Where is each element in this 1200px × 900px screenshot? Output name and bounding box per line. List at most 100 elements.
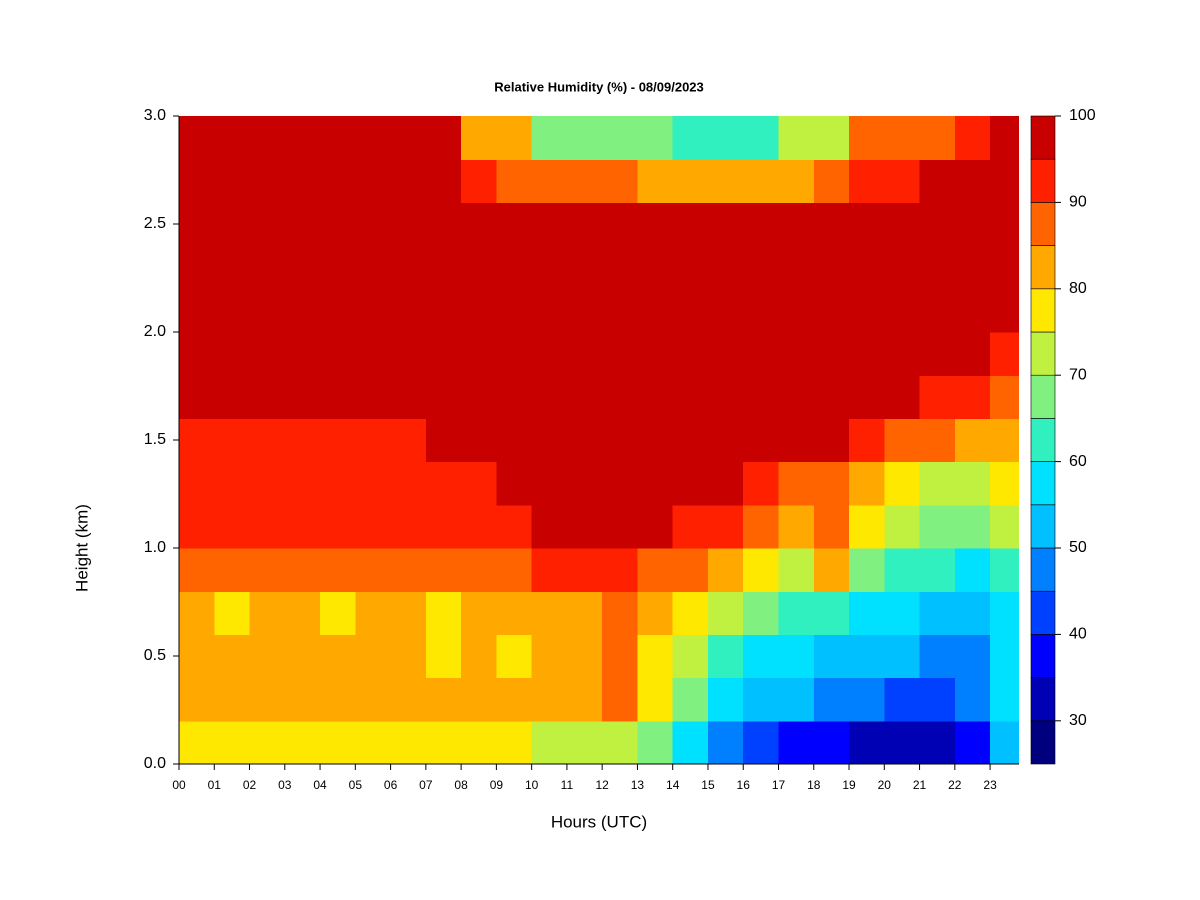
heatmap-cell — [919, 677, 956, 722]
heatmap-cell — [602, 504, 639, 549]
heatmap-cell — [990, 159, 1019, 203]
colorbar-tick-label: 90 — [1069, 194, 1087, 211]
heatmap-cell — [425, 418, 462, 463]
heatmap-cell — [179, 461, 215, 506]
x-tick-label: 01 — [208, 778, 222, 792]
heatmap-cell — [778, 591, 815, 635]
heatmap-cell — [707, 375, 744, 419]
heatmap-cell — [461, 245, 497, 290]
heatmap-cell — [249, 591, 286, 635]
heatmap-cell — [531, 245, 568, 290]
heatmap-cell — [461, 332, 497, 376]
heatmap-cell — [672, 332, 709, 376]
y-tick-label: 2.0 — [144, 323, 166, 340]
heatmap-cell — [990, 504, 1019, 549]
heatmap-cell — [743, 288, 780, 333]
colorbar-tick-label: 100 — [1069, 107, 1096, 124]
heatmap-cell — [990, 288, 1019, 333]
x-tick-label: 11 — [561, 778, 574, 792]
heatmap-cell — [919, 332, 956, 376]
colorbar-band — [1030, 245, 1056, 290]
heatmap-cell — [355, 418, 392, 463]
heatmap-cell — [637, 332, 674, 376]
heatmap-cell — [849, 634, 885, 679]
heatmap-cell — [672, 375, 709, 419]
heatmap-cell — [461, 461, 497, 506]
heatmap-cell — [637, 159, 674, 203]
heatmap-cell — [778, 288, 815, 333]
heatmap-cell — [707, 548, 744, 592]
heatmap-cell — [990, 591, 1019, 635]
colorbar-band — [1030, 202, 1056, 246]
heatmap-cell — [284, 116, 321, 160]
colorbar-band — [1030, 677, 1056, 722]
heatmap-cell — [249, 116, 286, 160]
heatmap-cell — [531, 504, 568, 549]
heatmap-cell — [214, 591, 251, 635]
colorbar-band — [1030, 331, 1056, 376]
heatmap-cell — [954, 375, 991, 419]
heatmap-cell — [566, 418, 603, 463]
heatmap-cell — [531, 159, 568, 203]
heatmap-cell — [214, 418, 251, 463]
heatmap-cell — [249, 332, 286, 376]
colorbar-band — [1030, 720, 1056, 765]
colorbar-band — [1030, 418, 1056, 462]
heatmap-cell — [461, 548, 497, 592]
heatmap-cell — [954, 159, 991, 203]
heatmap-cell — [884, 332, 921, 376]
heatmap-cell — [990, 375, 1019, 419]
heatmap-cell — [531, 418, 568, 463]
heatmap-cell — [813, 720, 850, 764]
colorbar-band — [1030, 504, 1056, 549]
x-tick-label: 02 — [243, 778, 257, 792]
x-tick-label: 21 — [913, 778, 927, 792]
heatmap-cell — [919, 245, 956, 290]
heatmap-cell — [954, 720, 991, 764]
heatmap-cell — [496, 591, 533, 635]
heatmap-cell — [355, 720, 392, 764]
heatmap-cell — [672, 461, 709, 506]
heatmap-cell — [672, 720, 709, 764]
heatmap-cell — [813, 418, 850, 463]
x-tick-label: 18 — [807, 778, 821, 792]
heatmap-cell — [707, 332, 744, 376]
heatmap-cell — [954, 591, 991, 635]
colorbar-band — [1030, 374, 1056, 419]
heatmap-cell — [390, 720, 427, 764]
heatmap-cell — [672, 677, 709, 722]
heatmap-cell — [249, 375, 286, 419]
heatmap-cell — [461, 375, 497, 419]
heatmap-cell — [707, 202, 744, 247]
heatmap-cell — [813, 461, 850, 506]
heatmap-cell — [778, 332, 815, 376]
colorbar-band — [1030, 590, 1056, 635]
heatmap-cell — [566, 159, 603, 203]
heatmap-cell — [355, 202, 392, 247]
heatmap-cell — [320, 288, 356, 333]
heatmap-cell — [672, 418, 709, 463]
heatmap-cell — [214, 159, 251, 203]
x-tick-label: 04 — [313, 778, 327, 792]
heatmap-cell — [214, 504, 251, 549]
heatmap-cell — [566, 504, 603, 549]
heatmap-cell — [425, 548, 462, 592]
heatmap-cell — [214, 332, 251, 376]
heatmap-cell — [390, 159, 427, 203]
heatmap-cell — [954, 288, 991, 333]
heatmap-cell — [813, 677, 850, 722]
heatmap-cell — [425, 245, 462, 290]
heatmap-cell — [355, 677, 392, 722]
heatmap-cell — [390, 418, 427, 463]
heatmap-cell — [214, 375, 251, 419]
x-tick-label: 10 — [525, 778, 539, 792]
heatmap-cell — [531, 591, 568, 635]
heatmap-cell — [320, 461, 356, 506]
heatmap-cell — [320, 548, 356, 592]
heatmap-cell — [496, 245, 533, 290]
heatmap-cell — [179, 720, 215, 764]
heatmap-cell — [214, 288, 251, 333]
heatmap-cell — [672, 591, 709, 635]
heatmap-cell — [813, 288, 850, 333]
